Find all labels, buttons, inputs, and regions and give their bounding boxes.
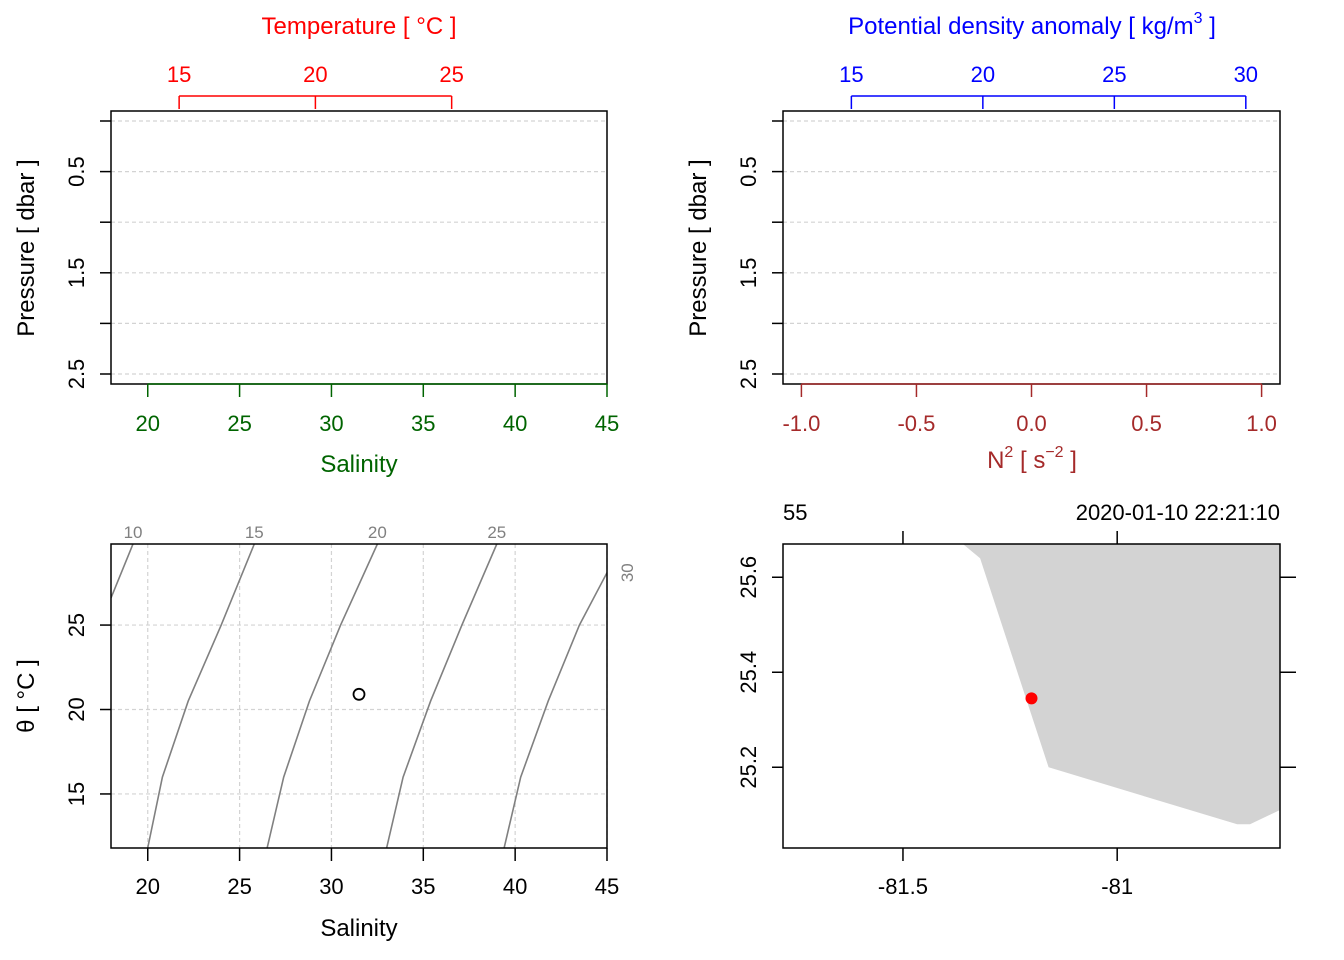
- isopycnal-label: 20: [368, 523, 387, 542]
- top-axis-label-superscript: 3: [1194, 10, 1203, 27]
- lat-tick-label: 25.4: [736, 651, 761, 694]
- map-frame: [782, 543, 1281, 849]
- y-tick-label: 1.5: [64, 258, 89, 289]
- x-tick-label: 25: [227, 874, 251, 899]
- top-axis-label: Temperature [ °C ]: [262, 13, 457, 40]
- top-axis-tick-label: 25: [439, 62, 463, 87]
- bottom-axis-label-text: N: [987, 447, 1004, 474]
- top-axis-tick-label: 15: [167, 62, 191, 87]
- top-axis-tick-label: 25: [1102, 62, 1126, 87]
- top-axis-tick-label: 30: [1234, 62, 1258, 87]
- bottom-axis-tick-label: 35: [411, 411, 435, 436]
- y-tick-label: 0.5: [64, 156, 89, 187]
- bottom-axis-tick-label: 30: [319, 411, 343, 436]
- isopycnal-label: 30: [618, 563, 637, 582]
- bottom-axis-label-superscript: −2: [1045, 444, 1063, 461]
- y-axis-label: Pressure [ dbar ]: [13, 159, 40, 336]
- isopycnal-line: [503, 572, 607, 848]
- y-tick-label: 20: [64, 697, 89, 721]
- x-tick-label: 45: [595, 874, 619, 899]
- x-tick-label: 40: [503, 874, 527, 899]
- isopycnal-label: 25: [487, 523, 506, 542]
- x-tick-label: 20: [135, 874, 159, 899]
- bottom-axis-tick-label: -0.5: [897, 411, 935, 436]
- panel-ts-diagram: 10 15 20 25 30 20 25 30 35 40 45 15 20 25 Salinity θ [ …: [13, 523, 637, 942]
- bottom-axis-label: Salinity: [320, 451, 397, 478]
- plot-frame: [110, 543, 608, 849]
- plot-frame: [782, 110, 1281, 385]
- datetime-label: 2020-01-10 22:21:10: [1076, 500, 1280, 525]
- bottom-axis-label-superscript: 2: [1004, 444, 1013, 461]
- lon-tick-label: -81.5: [878, 874, 928, 899]
- lat-tick-label: 25.6: [736, 556, 761, 599]
- isopycnal-label: 15: [245, 523, 264, 542]
- top-axis-tick-label: 20: [971, 62, 995, 87]
- top-axis-tick-label: 20: [303, 62, 327, 87]
- panel-density-n2-profile: 0.5 1.5 2.5 Pressure [ dbar ] 15 20 25 30 Potent…: [685, 10, 1281, 474]
- y-axis-label: θ [ °C ]: [13, 659, 40, 733]
- data-point: [352, 687, 366, 701]
- top-axis-label-text: Potential density anomaly [ kg/m: [848, 13, 1194, 40]
- x-axis-label: Salinity: [320, 915, 397, 942]
- bottom-axis-tick-label: 1.0: [1246, 411, 1277, 436]
- x-tick-label: 30: [319, 874, 343, 899]
- isopycnal-label: 10: [124, 523, 143, 542]
- y-axis-label: Pressure [ dbar ]: [685, 159, 712, 336]
- isopycnal-line: [266, 544, 379, 848]
- bottom-axis-label-mid: [ s: [1013, 447, 1045, 474]
- land-polygon: [962, 544, 1280, 825]
- station-marker: [1025, 692, 1038, 705]
- top-axis-label-end: ]: [1203, 13, 1216, 40]
- bottom-axis-label: N2 [ s−2 ]: [987, 444, 1077, 474]
- top-axis-label: Potential density anomaly [ kg/m3 ]: [848, 10, 1216, 40]
- y-tick-label: 1.5: [736, 258, 761, 289]
- y-tick-label: 15: [64, 782, 89, 806]
- bottom-axis-tick-label: 45: [595, 411, 619, 436]
- y-tick-label: 25: [64, 613, 89, 637]
- lat-tick-label: 25.2: [736, 746, 761, 789]
- bottom-axis-tick-label: 40: [503, 411, 527, 436]
- isopycnal-line: [146, 544, 256, 848]
- bottom-axis-tick-label: 0.0: [1016, 411, 1047, 436]
- lon-tick-label: -81: [1101, 874, 1133, 899]
- x-tick-label: 35: [411, 874, 435, 899]
- bottom-axis-label-end: ]: [1064, 447, 1077, 474]
- station-label: 55: [783, 500, 807, 525]
- bottom-axis-tick-label: 25: [227, 411, 251, 436]
- bottom-axis-tick-label: 0.5: [1131, 411, 1162, 436]
- plot-frame: [110, 110, 608, 385]
- panel-station-map: -81.5 -81 25.2 25.4 25.6 55 2020-01-10 22:21:1…: [736, 500, 1296, 899]
- bottom-axis-tick-label: -1.0: [782, 411, 820, 436]
- y-tick-label: 2.5: [64, 359, 89, 390]
- y-tick-label: 2.5: [736, 359, 761, 390]
- isopycnal-group: [111, 544, 607, 848]
- top-axis-tick-label: 15: [839, 62, 863, 87]
- isopycnal-line: [385, 544, 498, 848]
- bottom-axis-tick-label: 20: [135, 411, 159, 436]
- panel-tp-profile: 0.5 1.5 2.5 Pressure [ dbar ] 15 20 25 Temperat…: [13, 13, 619, 478]
- isopycnal-line: [111, 544, 134, 599]
- y-tick-label: 0.5: [736, 156, 761, 187]
